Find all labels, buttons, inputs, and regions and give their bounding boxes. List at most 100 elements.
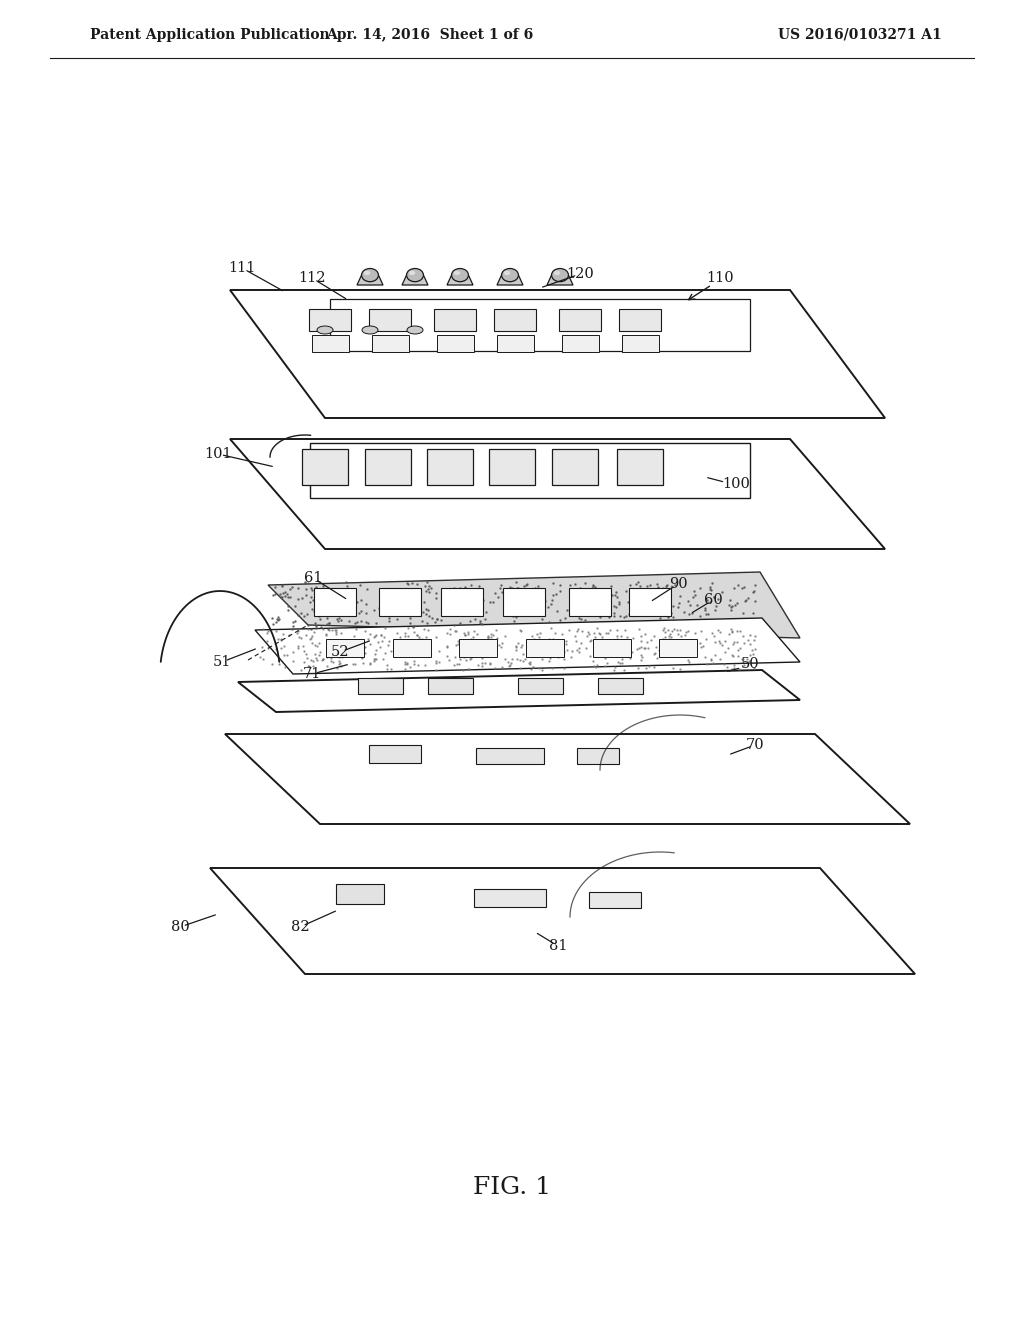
Point — [303, 586, 319, 607]
Point — [516, 601, 532, 622]
Point — [508, 579, 524, 601]
Point — [696, 647, 713, 668]
Point — [410, 655, 426, 676]
Point — [482, 632, 499, 653]
Polygon shape — [552, 449, 598, 484]
Point — [259, 623, 275, 644]
Point — [508, 572, 524, 593]
Point — [692, 606, 709, 627]
Point — [633, 626, 649, 647]
Polygon shape — [310, 442, 750, 498]
Point — [267, 639, 284, 660]
Point — [270, 628, 287, 649]
Point — [663, 603, 679, 624]
Point — [666, 618, 682, 639]
Point — [669, 620, 685, 642]
Point — [466, 609, 482, 630]
Point — [682, 594, 698, 615]
Point — [589, 655, 605, 676]
Point — [414, 611, 430, 632]
Point — [574, 601, 591, 622]
Point — [553, 631, 569, 652]
Point — [331, 651, 347, 672]
Point — [521, 652, 538, 673]
Point — [482, 626, 499, 647]
Point — [353, 647, 370, 668]
Point — [449, 635, 465, 656]
Point — [631, 638, 647, 659]
Point — [356, 620, 373, 642]
Point — [274, 574, 291, 595]
Point — [672, 586, 688, 607]
Point — [602, 620, 618, 642]
Point — [699, 589, 716, 610]
Point — [473, 614, 489, 635]
Point — [558, 640, 574, 661]
Point — [615, 606, 632, 627]
Point — [290, 638, 306, 659]
Polygon shape — [569, 587, 611, 616]
Point — [404, 585, 421, 606]
Point — [356, 642, 373, 663]
Point — [273, 587, 290, 609]
Point — [452, 587, 468, 609]
Point — [492, 577, 508, 598]
Point — [517, 594, 534, 615]
Point — [367, 644, 383, 665]
Point — [334, 647, 350, 668]
Point — [666, 657, 682, 678]
Point — [309, 636, 326, 657]
Point — [272, 638, 289, 659]
Point — [445, 578, 462, 599]
Point — [582, 645, 598, 667]
Point — [445, 614, 462, 635]
Polygon shape — [369, 744, 421, 763]
Point — [649, 574, 666, 595]
Point — [705, 653, 721, 675]
Polygon shape — [577, 748, 618, 764]
Point — [269, 610, 286, 631]
Point — [273, 576, 290, 597]
Point — [639, 631, 655, 652]
Point — [503, 583, 519, 605]
Point — [530, 626, 547, 647]
Point — [541, 628, 557, 649]
Point — [664, 620, 680, 642]
Point — [628, 574, 644, 595]
Point — [494, 656, 510, 677]
Point — [427, 611, 443, 632]
Point — [342, 581, 358, 602]
Point — [518, 574, 535, 595]
Polygon shape — [547, 275, 573, 285]
Point — [321, 618, 337, 639]
Point — [571, 598, 588, 619]
Point — [655, 577, 672, 598]
Point — [574, 620, 591, 642]
Point — [480, 628, 497, 649]
Point — [452, 649, 468, 671]
Text: US 2016/0103271 A1: US 2016/0103271 A1 — [778, 28, 942, 42]
Point — [710, 619, 726, 640]
Point — [392, 626, 409, 647]
Point — [712, 648, 728, 669]
Point — [685, 638, 701, 659]
Point — [577, 603, 593, 624]
Point — [315, 619, 332, 640]
Point — [612, 652, 629, 673]
Point — [521, 653, 538, 675]
Point — [455, 594, 471, 615]
Point — [622, 574, 638, 595]
Point — [357, 602, 374, 623]
Polygon shape — [427, 449, 473, 484]
Polygon shape — [597, 678, 642, 694]
Point — [645, 626, 662, 647]
Point — [487, 632, 504, 653]
Point — [303, 618, 319, 639]
Point — [640, 638, 656, 659]
Point — [596, 632, 612, 653]
Point — [329, 609, 345, 630]
Point — [380, 631, 396, 652]
Point — [308, 649, 325, 671]
Point — [543, 618, 559, 639]
Point — [524, 626, 541, 647]
